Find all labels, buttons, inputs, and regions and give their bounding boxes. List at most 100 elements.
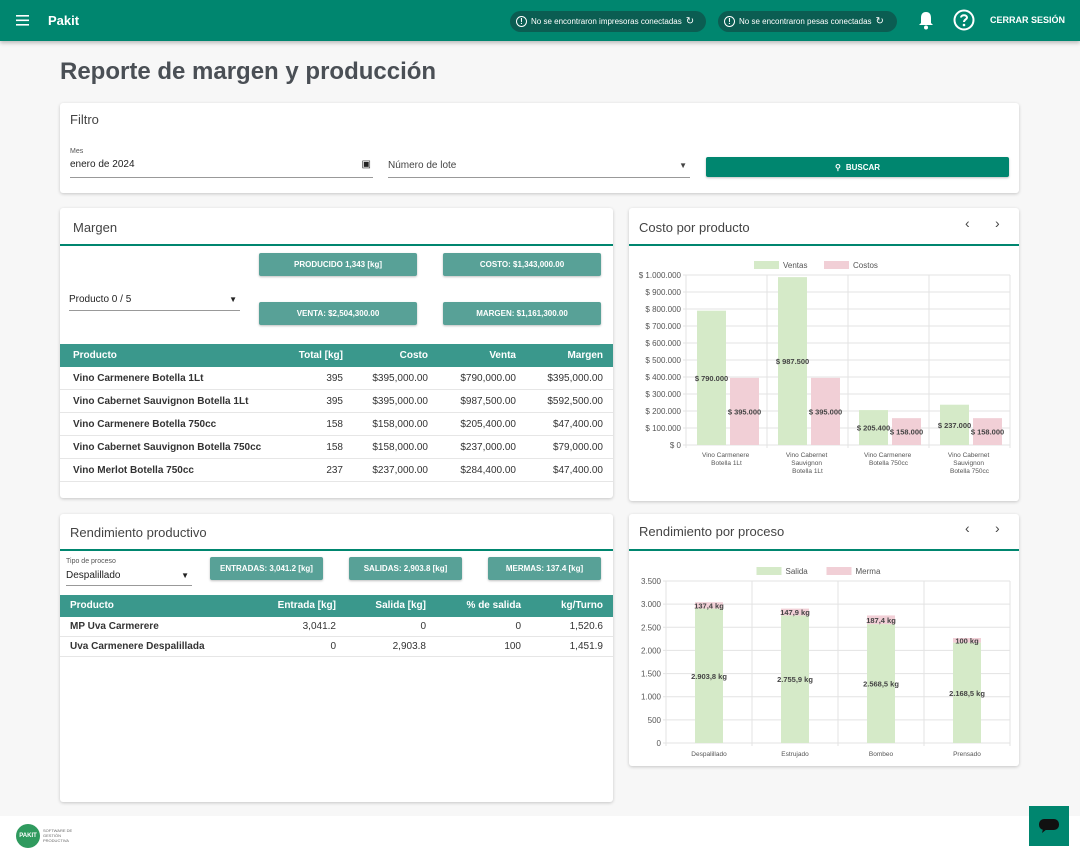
- bar: [859, 410, 888, 445]
- summary-button[interactable]: SALIDAS: 2,903.8 [kg]: [349, 557, 462, 580]
- search-button[interactable]: ⚲ BUSCAR: [706, 157, 1009, 177]
- data-label: $ 395.000: [809, 407, 842, 416]
- table-cell: $47,400.00: [552, 465, 603, 476]
- column-header: Venta: [489, 350, 516, 361]
- column-header: Salida [kg]: [375, 600, 426, 611]
- bell-icon[interactable]: [918, 11, 934, 30]
- next-arrow[interactable]: ›: [995, 520, 1000, 536]
- scale-status-text: No se encontraron pesas conectadas: [739, 17, 872, 26]
- y-tick-label: $ 800.000: [645, 305, 681, 314]
- bar: [811, 377, 840, 445]
- table-cell: 1,520.6: [569, 621, 603, 632]
- summary-button[interactable]: MERMAS: 137.4 [kg]: [488, 557, 601, 580]
- page-title: Reporte de margen y producción: [60, 58, 437, 85]
- y-tick-label: $ 700.000: [645, 322, 681, 331]
- printer-status[interactable]: ! No se encontraron impresoras conectadas…: [510, 11, 706, 32]
- yield-table: Producto Entrada [kg] Salida [kg] % de sali…: [60, 595, 613, 657]
- y-tick-label: $ 600.000: [645, 339, 681, 348]
- x-tick-label: Despalillado: [691, 751, 727, 758]
- table-cell: $79,000.00: [552, 442, 603, 453]
- dropdown-arrow: ▼: [679, 161, 687, 170]
- table-header: [60, 595, 613, 617]
- scale-status[interactable]: ! No se encontraron pesas conectadas ↻: [718, 11, 897, 32]
- refresh-icon: ↻: [685, 16, 695, 27]
- top-bar: Pakit ! No se encontraron impresoras cone…: [0, 0, 1080, 41]
- bar: [892, 418, 921, 445]
- summary-button[interactable]: PRODUCIDO 1,343 [kg]: [259, 253, 417, 276]
- data-label: 2.568,5 kg: [863, 680, 899, 689]
- search-icon: ⚲: [834, 162, 841, 172]
- alert-icon: !: [724, 16, 735, 27]
- month-field[interactable]: enero de 2024 ▣: [70, 159, 373, 178]
- prev-arrow[interactable]: ‹: [965, 520, 970, 536]
- legend-swatch: [754, 261, 779, 269]
- summary-button[interactable]: ENTRADAS: 3,041.2 [kg]: [210, 557, 323, 580]
- data-label: $ 158.000: [890, 428, 923, 437]
- legend-swatch: [824, 261, 849, 269]
- logout[interactable]: CERRAR SESIÓN: [990, 15, 1066, 25]
- y-tick-label: 2.000: [641, 646, 662, 655]
- divider: [629, 244, 1019, 246]
- table-cell: 158: [326, 442, 343, 453]
- table-cell: 0: [330, 641, 336, 652]
- next-arrow[interactable]: ›: [995, 215, 1000, 231]
- y-tick-label: 0: [657, 739, 662, 748]
- table-cell: Vino Cabernet Sauvignon Botella 750cc: [73, 442, 262, 453]
- table-cell: 3,041.2: [302, 621, 336, 632]
- data-label: 100 kg: [955, 636, 979, 645]
- bar: [730, 377, 759, 445]
- y-tick-label: $ 100.000: [645, 424, 681, 433]
- filter-title: Filtro: [70, 112, 99, 127]
- table-cell: 1,451.9: [569, 641, 603, 652]
- row-divider: [60, 656, 613, 657]
- table-cell: 2,903.8: [392, 641, 426, 652]
- data-label: $ 237.000: [938, 421, 971, 430]
- column-header: Costo: [399, 350, 428, 361]
- legend-swatch: [756, 567, 782, 575]
- chat-icon: [1039, 819, 1059, 833]
- lot-placeholder: Número de lote: [388, 160, 457, 171]
- refresh-icon: ↻: [875, 16, 884, 27]
- table-cell: 0: [420, 621, 426, 632]
- y-tick-label: 500: [648, 716, 662, 725]
- row-divider: [60, 389, 613, 390]
- row-divider: [60, 458, 613, 459]
- table-cell: $237,000.00: [372, 465, 428, 476]
- bar: [953, 642, 981, 743]
- table-cell: $395,000.00: [372, 373, 428, 384]
- summary-button[interactable]: VENTA: $2,504,300.00: [259, 302, 417, 325]
- data-label: 137,4 kg: [694, 601, 724, 610]
- prev-arrow[interactable]: ‹: [965, 215, 970, 231]
- table-cell: Uva Carmenere Despalillada: [70, 641, 205, 652]
- summary-button[interactable]: COSTO: $1,343,000.00: [443, 253, 601, 276]
- x-tick-label: Estrujado: [781, 751, 809, 758]
- column-header: kg/Turno: [560, 600, 603, 611]
- table-cell: 158: [326, 419, 343, 430]
- x-tick-label: Bombeo: [869, 751, 894, 758]
- divider: [60, 244, 613, 246]
- table-cell: 100: [504, 641, 521, 652]
- data-label: $ 395.000: [728, 407, 761, 416]
- menu-icon[interactable]: [16, 15, 29, 26]
- table-cell: Vino Carmenere Botella 750cc: [73, 419, 217, 430]
- lot-field[interactable]: Número de lote ▼: [388, 160, 690, 178]
- data-label: $ 158.000: [971, 428, 1004, 437]
- data-label: 187,4 kg: [866, 616, 896, 625]
- table-cell: MP Uva Carmerere: [70, 621, 159, 632]
- y-tick-label: 3.000: [641, 600, 662, 609]
- table-cell: $395,000.00: [372, 396, 428, 407]
- printer-status-text: No se encontraron impresoras conectadas: [531, 17, 682, 26]
- chart-title: Costo por producto: [639, 220, 750, 235]
- help-icon[interactable]: [953, 9, 975, 31]
- summary-button[interactable]: MARGEN: $1,161,300.00: [443, 302, 601, 325]
- bar: [953, 638, 981, 643]
- bar: [973, 418, 1002, 445]
- x-tick-label: Vino Cabernet Sauvignon Botella 750cc: [948, 452, 991, 475]
- yield-card: Rendimiento productivo Tipo de proceso D…: [60, 514, 613, 802]
- process-select[interactable]: Despalillado ▼: [66, 570, 192, 586]
- chat-button[interactable]: [1029, 806, 1069, 846]
- product-select[interactable]: Producto 0 / 5 ▼: [69, 294, 240, 311]
- process-chart: 0 500 1.000 1.500 2.000 2.500 3.000 3.500 2.903,…: [641, 567, 1011, 758]
- table-header: [60, 344, 613, 367]
- margin-card: Margen PRODUCIDO 1,343 [kg] COSTO: $1,34…: [60, 208, 613, 498]
